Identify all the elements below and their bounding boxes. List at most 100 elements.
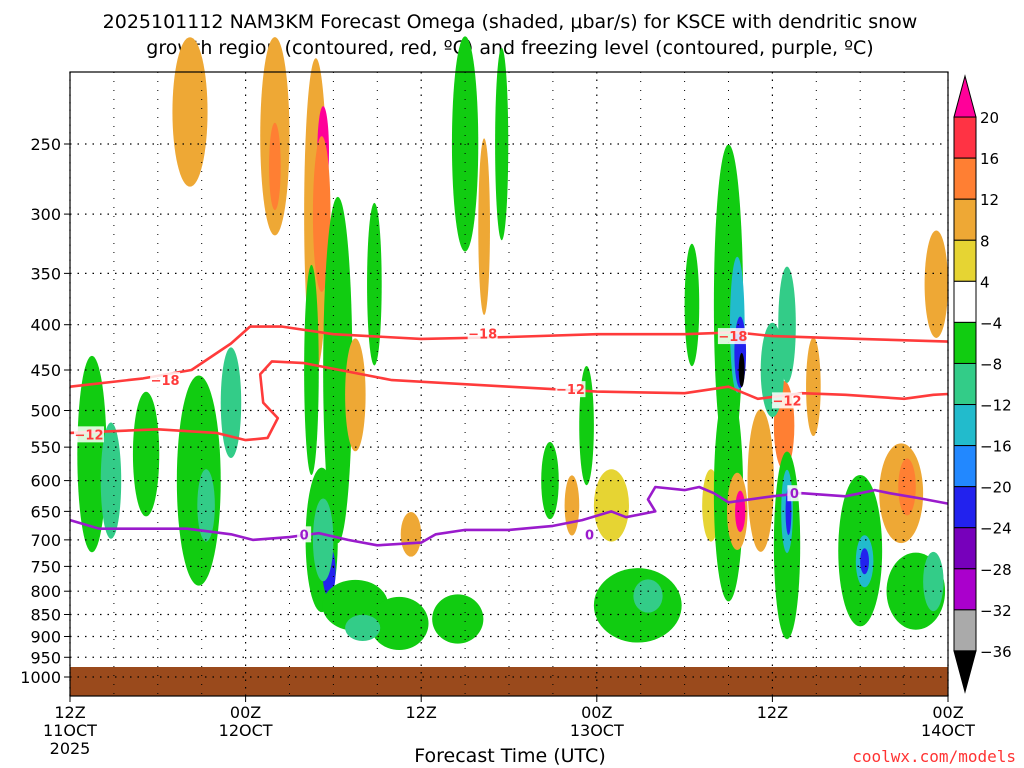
colorbar-band xyxy=(953,486,977,529)
colorbar-band xyxy=(953,527,977,570)
dgz-minus-18-contour xyxy=(69,325,949,388)
y-tick-label: 650 xyxy=(30,502,61,521)
omega-cell xyxy=(345,614,381,641)
omega-cell xyxy=(495,47,509,241)
x-tick-label: 13OCT xyxy=(570,721,624,740)
y-tick-label: 600 xyxy=(30,472,61,491)
x-tick-label: 11OCT xyxy=(43,721,97,740)
omega-cell xyxy=(172,37,208,187)
credit-text: coolwx.com/models xyxy=(852,747,1016,766)
omega-cell xyxy=(684,243,700,367)
colorbar-label: −28 xyxy=(980,561,1012,579)
dgz-minus-12-label: −12 xyxy=(75,428,104,443)
y-tick-label: 400 xyxy=(30,316,61,335)
x-tick-label: 00Z xyxy=(932,703,963,722)
y-tick-label: 750 xyxy=(30,557,61,576)
plot-area xyxy=(70,72,948,696)
y-tick-label: 450 xyxy=(30,361,61,380)
omega-cell xyxy=(197,469,215,542)
freezing-level-label: 0 xyxy=(300,528,309,543)
colorbar-band xyxy=(953,404,977,447)
colorbar-label: 8 xyxy=(980,232,990,250)
omega-cell xyxy=(924,230,948,338)
omega-cell xyxy=(367,202,382,366)
omega-cell xyxy=(478,138,490,316)
x-tick-label: 12OCT xyxy=(219,721,273,740)
dgz-minus-18-label-bg xyxy=(717,328,748,345)
colorbar-label: −24 xyxy=(980,520,1012,538)
omega-cell xyxy=(898,458,916,516)
x-tick-label: 00Z xyxy=(230,703,261,722)
omega-cell xyxy=(132,391,160,517)
plot-frame xyxy=(69,71,949,697)
omega-cell xyxy=(345,338,366,452)
y-tick-label: 550 xyxy=(30,438,61,457)
x-tick-label: 2025 xyxy=(50,739,91,758)
omega-cell xyxy=(369,596,429,651)
omega-cell xyxy=(312,136,331,293)
y-tick-label: 700 xyxy=(30,531,61,550)
colorbar-label: −8 xyxy=(980,355,1002,373)
x-tick-label: 12Z xyxy=(406,703,437,722)
dgz-minus-12-label-bg xyxy=(772,392,803,409)
colorbar-label: 20 xyxy=(980,109,999,127)
colorbar-label: 4 xyxy=(980,273,990,291)
dgz-minus-12-label: −12 xyxy=(556,383,585,398)
dgz-minus-18-label-bg xyxy=(150,372,181,389)
colorbar: 20 16 12 8 4 −4 −8 −12 −16 −20 −24 −28 −32 −36 xyxy=(953,74,1012,694)
colorbar-label: −4 xyxy=(980,314,1002,332)
colorbar-band xyxy=(953,650,977,694)
omega-cell xyxy=(806,337,821,437)
colorbar-label: −36 xyxy=(980,643,1012,661)
freezing-level-label-bg xyxy=(582,526,597,543)
y-tick-label: 1000 xyxy=(20,668,61,687)
colorbar-label: −32 xyxy=(980,602,1012,620)
omega-cell xyxy=(220,347,242,459)
omega-cell xyxy=(778,266,796,383)
x-tick-label: 12Z xyxy=(54,703,85,722)
dgz-minus-12-label: −12 xyxy=(773,394,802,409)
x-axis-label: Forecast Time (UTC) xyxy=(414,745,605,767)
freezing-level-label-bg xyxy=(787,485,802,502)
colorbar-band xyxy=(953,157,977,200)
colorbar-label: −16 xyxy=(980,438,1012,456)
colorbar-band xyxy=(953,280,977,323)
ground-surface-layer xyxy=(70,667,948,696)
y-tick-label: 950 xyxy=(30,648,61,667)
omega-cell xyxy=(738,352,745,388)
colorbar-band xyxy=(953,609,977,652)
omega-cell xyxy=(400,512,422,557)
colorbar-band xyxy=(953,74,977,118)
freezing-level-label: 0 xyxy=(790,487,799,502)
plot-background xyxy=(70,72,948,696)
y-tick-label: 900 xyxy=(30,627,61,646)
dgz-minus-12-contour xyxy=(69,360,949,442)
omega-cell xyxy=(633,579,663,613)
axis-layer: 250 300 350 400 450 500 550 600 650 700 750 800 850 9… xyxy=(20,71,975,758)
colorbar-label: −12 xyxy=(980,397,1012,415)
y-tick-label: 800 xyxy=(30,582,61,601)
omega-cell xyxy=(564,475,580,536)
omega-cell xyxy=(432,594,484,644)
omega-cell xyxy=(541,442,559,520)
colorbar-band xyxy=(953,321,977,364)
colorbar-band xyxy=(953,362,977,406)
x-tick-label: 12Z xyxy=(757,703,788,722)
omega-cell xyxy=(593,469,629,542)
omega-shading-layer xyxy=(77,36,948,651)
dgz-minus-18-label: −18 xyxy=(718,330,747,345)
colorbar-label: 12 xyxy=(980,191,999,209)
colorbar-band xyxy=(953,445,977,488)
chart-title-line1: 2025101112 NAM3KM Forecast Omega (shaded… xyxy=(103,11,918,33)
dgz-minus-18-label: −18 xyxy=(468,327,497,342)
colorbar-band xyxy=(953,568,977,611)
omega-cell xyxy=(735,490,746,533)
x-tick-label: 14OCT xyxy=(921,721,975,740)
omega-cell xyxy=(269,122,281,211)
omega-cell xyxy=(923,551,944,612)
y-tick-label: 850 xyxy=(30,606,61,625)
omega-cell xyxy=(860,548,869,575)
chart-title-line2: growth region (contoured, red, ºC) and f… xyxy=(146,37,873,59)
omega-cell xyxy=(77,355,107,553)
